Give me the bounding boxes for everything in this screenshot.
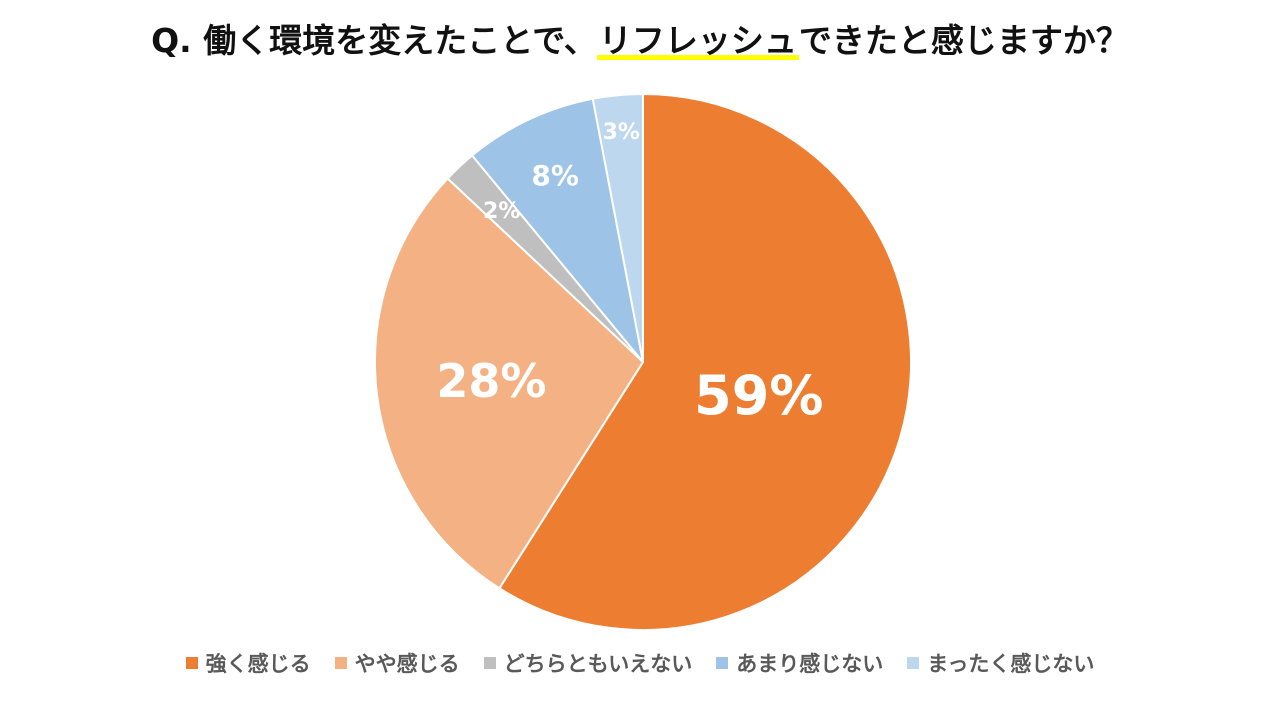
legend-swatch [483, 657, 496, 669]
title-highlight: リフレッシュ [596, 21, 799, 60]
data-label-not-at-all: 3% [603, 120, 640, 145]
legend-swatch [716, 657, 729, 669]
data-label-not-much: 8% [531, 159, 579, 192]
data-label-neutral: 2% [483, 199, 520, 224]
legend-item-neutral: どちらともいえない [483, 648, 693, 678]
legend-label: やや感じる [354, 652, 460, 676]
legend-label: まったく感じない [927, 652, 1095, 676]
legend-swatch [185, 657, 198, 669]
pie-slice-somewhat-feel [373, 177, 645, 590]
data-label-somewhat-feel: 28% [436, 354, 546, 408]
title-prefix: Q. 働く環境を変えたことで、 [151, 21, 597, 60]
legend-swatch [907, 657, 920, 669]
legend-swatch [334, 657, 347, 669]
title-suffix: できたと感じますか？ [798, 21, 1129, 60]
data-label-strongly-feel: 59% [694, 364, 823, 427]
legend-item-not-much: あまり感じない [716, 648, 883, 678]
legend: 強く感じる やや感じる どちらともいえない あまり感じない まったく感じない [0, 648, 1280, 678]
legend-label: 強く感じる [205, 652, 311, 676]
legend-label: あまり感じない [736, 652, 884, 676]
pie-slice-not-at-all [591, 92, 644, 363]
chart-title: Q. 働く環境を変えたことで、リフレッシュできたと感じますか？ [0, 14, 1280, 62]
legend-item-strongly-feel: 強く感じる [185, 648, 311, 678]
legend-item-not-at-all: まったく感じない [907, 648, 1094, 678]
legend-label: どちらともいえない [503, 652, 693, 676]
pie-slice-strongly-feel [498, 92, 912, 631]
legend-item-somewhat-feel: やや感じる [334, 648, 460, 678]
pie-slice-not-much [470, 97, 644, 363]
